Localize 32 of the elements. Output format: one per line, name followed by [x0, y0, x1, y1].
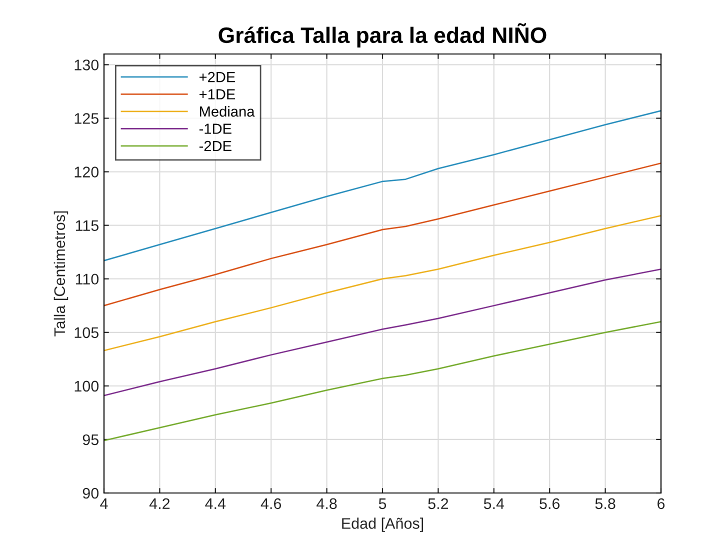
y-tick-label: 115 [76, 220, 98, 232]
x-tick-label: 5.4 [484, 498, 504, 510]
chart-title: Gráfica Talla para la edad NIÑO [218, 23, 546, 48]
x-tick-label: 5.2 [428, 498, 448, 510]
legend-label: +2DE [200, 72, 236, 82]
x-tick-label: 4.6 [260, 498, 282, 510]
legend-label: -2DE [199, 140, 232, 152]
x-axis-title: Edad [Años] [342, 518, 424, 532]
line-series [104, 320, 661, 442]
x-tick-label: 5.8 [595, 498, 616, 510]
legend-label: +1DE [200, 89, 236, 100]
legend-label: -1DE [199, 124, 232, 134]
line-series [104, 162, 661, 306]
y-tick-label: 95 [82, 434, 98, 446]
x-tick-label: 5.6 [540, 498, 560, 510]
y-tick-label: 125 [74, 113, 98, 124]
x-tick-label: 5 [378, 498, 386, 510]
line-series [104, 214, 661, 352]
y-tick-label: 100 [74, 380, 99, 392]
y-tick-label: 110 [76, 274, 99, 285]
x-tick-label: 4.4 [205, 498, 226, 509]
y-axis-title: Talla [Centimetros] [54, 211, 68, 336]
y-tick-label: 130 [74, 60, 99, 70]
x-tick-label: 4.8 [316, 498, 337, 510]
x-tick-label: 4.2 [149, 498, 170, 509]
y-tick-label: 120 [74, 166, 99, 178]
legend-label: Mediana [200, 106, 255, 117]
x-tick-label: 6 [658, 498, 665, 510]
x-tick-label: 4 [100, 498, 108, 509]
line-series [104, 268, 661, 396]
y-tick-label: 90 [82, 488, 99, 499]
y-tick-label: 105 [74, 327, 98, 338]
